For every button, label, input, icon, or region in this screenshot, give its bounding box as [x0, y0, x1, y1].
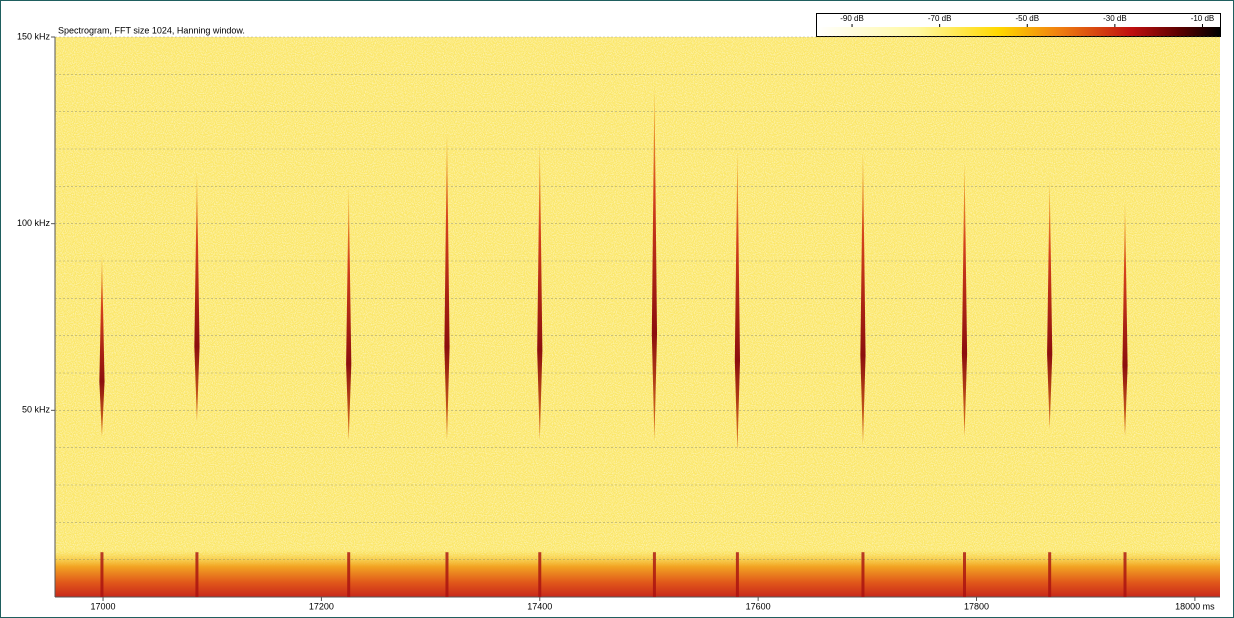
- call-base: [445, 552, 449, 597]
- call-base: [1048, 552, 1052, 597]
- y-tick-label: 100 kHz: [17, 218, 51, 228]
- colorbar-tick-label: -90 dB: [840, 14, 864, 23]
- call-base: [195, 552, 199, 597]
- call: [961, 160, 968, 437]
- chart-title: Spectrogram, FFT size 1024, Hanning wind…: [58, 25, 245, 35]
- call: [1122, 201, 1128, 437]
- call: [651, 85, 658, 441]
- call-base: [347, 552, 351, 597]
- call-base: [963, 552, 967, 597]
- low-frequency-band: [55, 550, 1220, 597]
- call-base: [735, 552, 739, 597]
- colorbar-tick-label: -50 dB: [1015, 14, 1039, 23]
- call-base: [652, 552, 656, 597]
- x-tick-label: 17800: [964, 601, 989, 611]
- x-tick-label: 17200: [309, 601, 334, 611]
- call: [346, 186, 352, 441]
- colorbar: [817, 27, 1220, 36]
- call-base: [1123, 552, 1127, 597]
- call: [860, 149, 866, 444]
- call: [537, 141, 543, 441]
- x-tick-label: 17400: [527, 601, 552, 611]
- call: [444, 130, 450, 441]
- colorbar-tick-label: -30 dB: [1103, 14, 1127, 23]
- call-base: [538, 552, 542, 597]
- call-base: [861, 552, 865, 597]
- call-base: [100, 552, 104, 597]
- call: [1047, 178, 1053, 429]
- colorbar-tick-label: -70 dB: [928, 14, 952, 23]
- call: [99, 253, 105, 437]
- y-tick-label: 150 kHz: [17, 31, 51, 41]
- colorbar-tick-label: -10 dB: [1191, 14, 1215, 23]
- call: [194, 171, 200, 422]
- x-tick-label: 17600: [746, 601, 771, 611]
- call: [734, 149, 741, 452]
- noise-texture: [55, 37, 1220, 597]
- x-tick-label: 18000 ms: [1175, 601, 1215, 611]
- y-tick-label: 50 kHz: [22, 405, 51, 415]
- x-tick-label: 17000: [91, 601, 116, 611]
